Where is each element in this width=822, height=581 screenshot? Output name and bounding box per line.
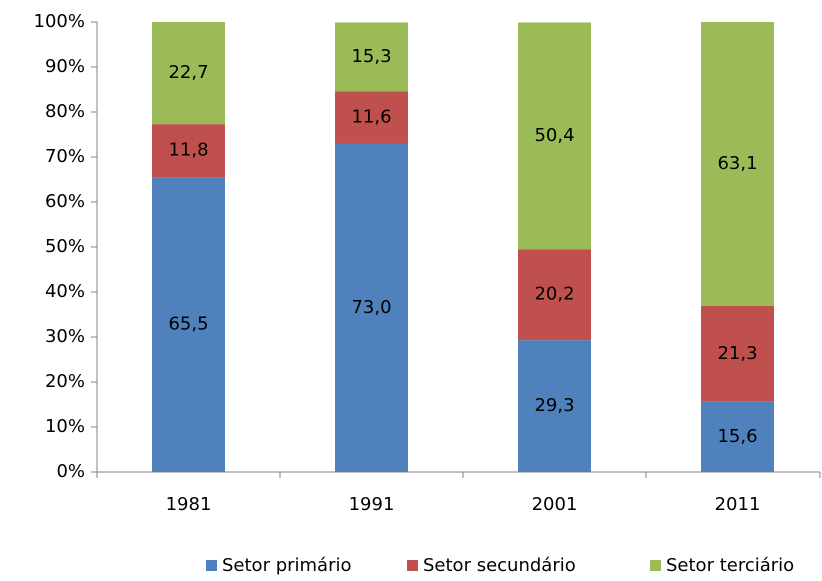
bar-segment xyxy=(518,22,591,250)
x-tick-label: 1991 xyxy=(349,494,395,515)
x-tick-label: 2001 xyxy=(532,494,578,515)
y-tick-label: 60% xyxy=(45,191,85,212)
y-tick-label: 100% xyxy=(34,11,85,32)
legend-label: Setor secundário xyxy=(423,555,576,576)
data-label: 29,3 xyxy=(534,395,574,416)
legend-swatch xyxy=(650,560,661,571)
y-tick-label: 70% xyxy=(45,146,85,167)
data-label: 15,6 xyxy=(717,426,757,447)
data-label: 20,2 xyxy=(534,284,574,305)
y-tick-label: 0% xyxy=(56,461,85,482)
bar-segment xyxy=(701,401,774,472)
bar-segment xyxy=(335,143,408,472)
y-tick-label: 40% xyxy=(45,281,85,302)
bar-segment xyxy=(152,22,225,125)
data-label: 50,4 xyxy=(534,125,574,146)
y-tick-label: 50% xyxy=(45,236,85,257)
bar-segment xyxy=(152,124,225,178)
legend-swatch xyxy=(407,560,418,571)
y-tick-label: 20% xyxy=(45,371,85,392)
x-tick-label: 1981 xyxy=(166,494,212,515)
bar-segment xyxy=(335,91,408,144)
bar-segment xyxy=(701,22,774,306)
y-tick-label: 30% xyxy=(45,326,85,347)
legend-label: Setor terciário xyxy=(666,555,794,576)
bar-segment xyxy=(701,305,774,402)
legend-swatch xyxy=(206,560,217,571)
data-label: 63,1 xyxy=(717,153,757,174)
legend-label: Setor primário xyxy=(222,555,352,576)
data-label: 21,3 xyxy=(717,343,757,364)
data-label: 11,8 xyxy=(168,140,208,161)
data-label: 73,0 xyxy=(351,297,391,318)
bar-segment xyxy=(335,22,408,92)
y-tick-label: 80% xyxy=(45,101,85,122)
data-label: 22,7 xyxy=(168,62,208,83)
data-label: 15,3 xyxy=(351,46,391,67)
bar-segment xyxy=(518,249,591,341)
y-tick-label: 90% xyxy=(45,56,85,77)
x-tick-label: 2011 xyxy=(715,494,761,515)
bar-segment xyxy=(152,177,225,472)
bar-segment xyxy=(518,340,591,472)
data-label: 65,5 xyxy=(168,314,208,335)
data-label: 11,6 xyxy=(351,106,391,127)
y-tick-label: 10% xyxy=(45,416,85,437)
